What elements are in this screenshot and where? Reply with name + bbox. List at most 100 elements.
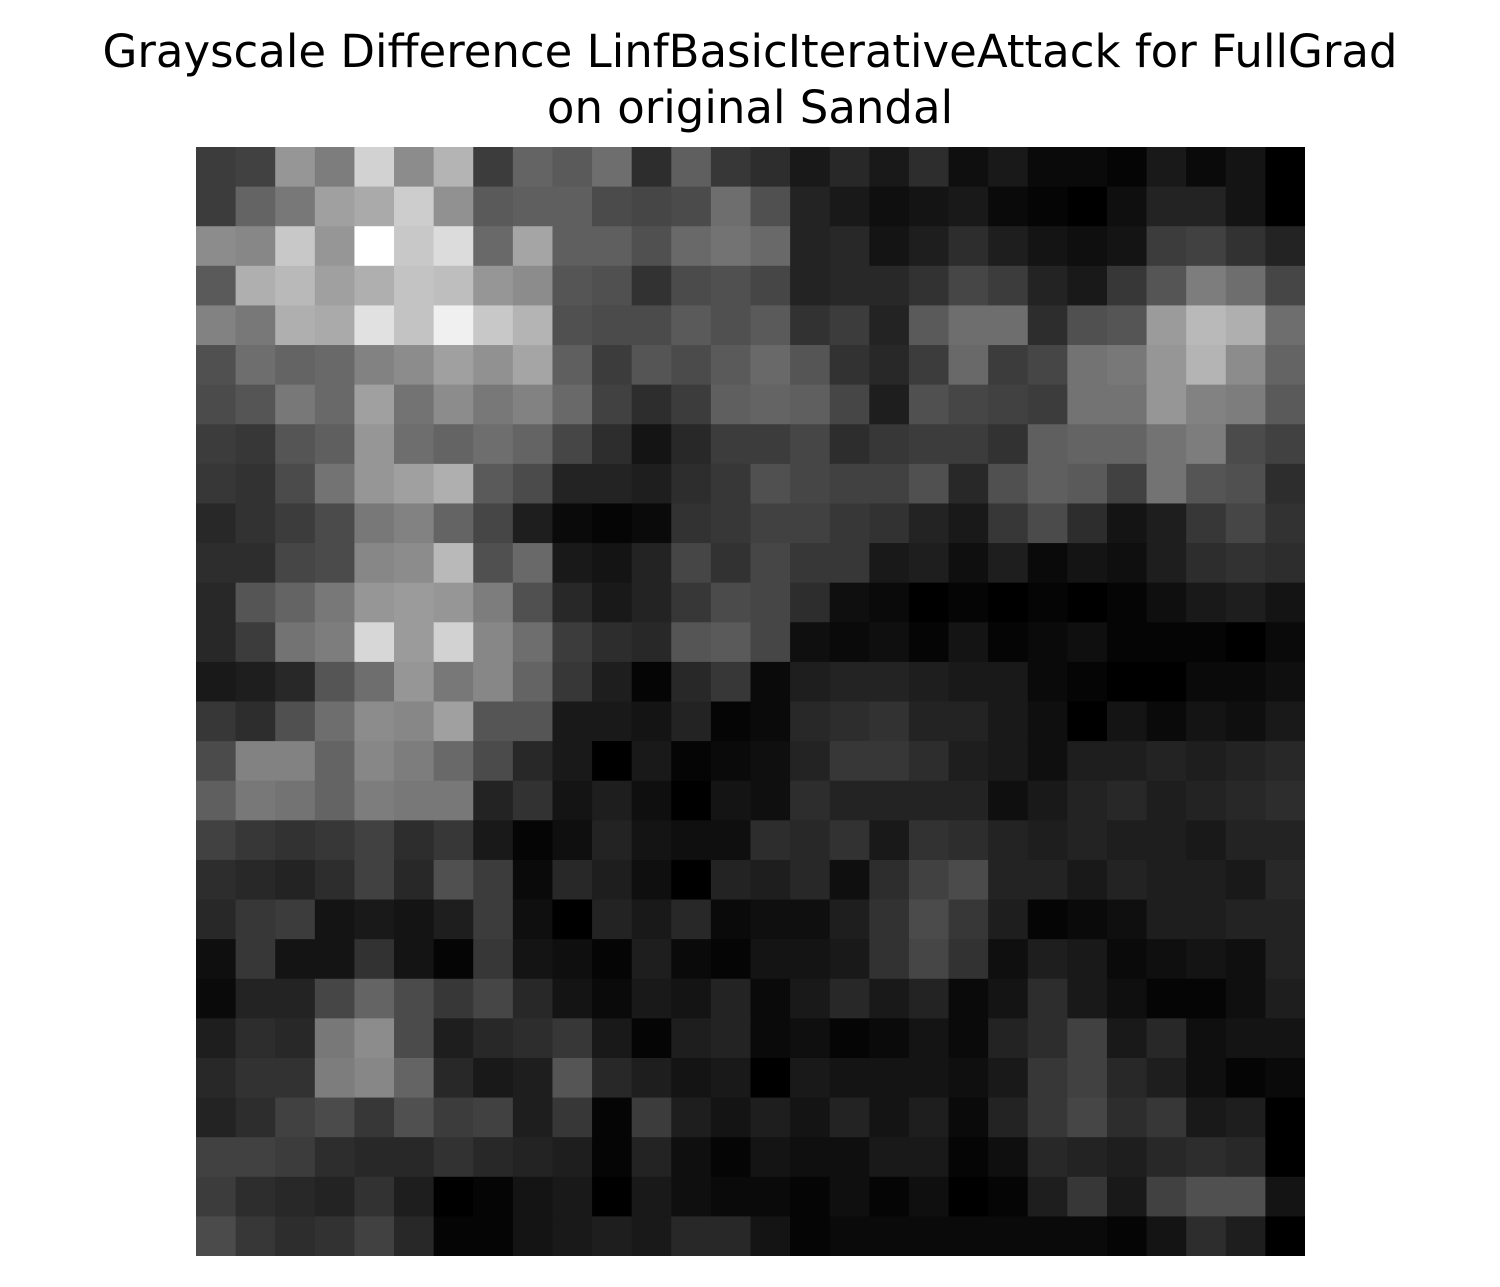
heatmap-cell	[1225, 1057, 1266, 1099]
heatmap-cell	[1146, 859, 1187, 901]
heatmap-cell	[1146, 899, 1187, 940]
heatmap-cell	[948, 859, 989, 901]
heatmap-cell	[552, 147, 593, 188]
heatmap-cell	[314, 1097, 356, 1138]
heatmap-cell	[1265, 820, 1305, 861]
heatmap-cell	[235, 1057, 276, 1099]
heatmap-cell	[196, 859, 237, 901]
heatmap-cell	[1225, 1097, 1266, 1138]
heatmap-cell	[433, 622, 474, 663]
heatmap-cell	[394, 1216, 435, 1256]
heatmap-cell	[433, 978, 474, 1019]
heatmap-cell	[235, 384, 276, 425]
heatmap-cell	[473, 543, 514, 584]
heatmap-cell	[592, 1216, 633, 1256]
heatmap-cell	[552, 780, 593, 821]
heatmap-cell	[275, 1137, 316, 1178]
heatmap-cell	[1027, 424, 1068, 465]
heatmap-cell	[1067, 899, 1108, 940]
heatmap-cell	[235, 661, 276, 703]
heatmap-cell	[354, 1216, 395, 1256]
heatmap-cell	[1106, 463, 1148, 505]
heatmap-cell	[512, 463, 554, 505]
heatmap-cell	[790, 463, 831, 505]
heatmap-cell	[631, 1057, 672, 1099]
heatmap-cell	[473, 741, 514, 782]
heatmap-cell	[1265, 503, 1305, 544]
heatmap-cell	[829, 859, 870, 901]
heatmap-cell	[908, 661, 950, 703]
heatmap-cell	[394, 186, 435, 227]
heatmap-cell	[552, 899, 593, 940]
heatmap-cell	[314, 582, 356, 623]
heatmap-cell	[433, 226, 474, 267]
heatmap-cell	[1106, 543, 1148, 584]
heatmap-cell	[1265, 1176, 1305, 1217]
heatmap-cell	[433, 463, 474, 505]
heatmap-cell	[829, 543, 870, 584]
heatmap-cell	[1106, 1018, 1148, 1059]
heatmap-cell	[988, 345, 1029, 386]
heatmap-cell	[710, 463, 752, 505]
heatmap-cell	[671, 186, 712, 227]
heatmap-cell	[275, 226, 316, 267]
heatmap-cell	[592, 741, 633, 782]
heatmap-cell	[1027, 899, 1068, 940]
heatmap-cell	[1146, 543, 1187, 584]
heatmap-cell	[1225, 226, 1266, 267]
heatmap-cell	[750, 1137, 791, 1178]
heatmap-cell	[750, 384, 791, 425]
heatmap-cell	[433, 1176, 474, 1217]
heatmap-cell	[790, 939, 831, 980]
heatmap-cell	[710, 384, 752, 425]
heatmap-cell	[196, 1057, 237, 1099]
heatmap-cell	[1186, 384, 1227, 425]
heatmap-cell	[671, 899, 712, 940]
heatmap-cell	[631, 147, 672, 188]
heatmap-cell	[1225, 899, 1266, 940]
heatmap-cell	[1225, 1216, 1266, 1256]
heatmap-cell	[948, 820, 989, 861]
heatmap-cell	[314, 780, 356, 821]
heatmap-cell	[512, 424, 554, 465]
heatmap-cell	[394, 305, 435, 346]
heatmap-cell	[275, 1176, 316, 1217]
heatmap-cell	[988, 859, 1029, 901]
heatmap-cell	[988, 186, 1029, 227]
heatmap-cell	[1027, 1057, 1068, 1099]
heatmap-cell	[1027, 1176, 1068, 1217]
heatmap-cell	[512, 1057, 554, 1099]
heatmap-cell	[750, 147, 791, 188]
heatmap-cell	[1027, 1097, 1068, 1138]
heatmap-cell	[552, 543, 593, 584]
heatmap-cell	[1067, 1137, 1108, 1178]
heatmap-cell	[196, 345, 237, 386]
heatmap-cell	[790, 265, 831, 307]
heatmap-cell	[433, 543, 474, 584]
heatmap-cell	[433, 661, 474, 703]
heatmap-cell	[1106, 186, 1148, 227]
heatmap-cell	[552, 1097, 593, 1138]
heatmap-cell	[1225, 265, 1266, 307]
heatmap-cell	[710, 661, 752, 703]
heatmap-cell	[1225, 345, 1266, 386]
heatmap-cell	[1146, 978, 1187, 1019]
heatmap-cell	[1067, 1018, 1108, 1059]
heatmap-cell	[314, 384, 356, 425]
heatmap-cell	[235, 859, 276, 901]
heatmap-cell	[750, 543, 791, 584]
heatmap-cell	[1146, 265, 1187, 307]
heatmap-cell	[750, 186, 791, 227]
heatmap-cell	[512, 305, 554, 346]
heatmap-cell	[314, 147, 356, 188]
heatmap-cell	[1146, 1018, 1187, 1059]
heatmap-cell	[354, 1018, 395, 1059]
heatmap-cell	[1146, 701, 1187, 742]
heatmap-cell	[196, 265, 237, 307]
heatmap-cell	[671, 1216, 712, 1256]
heatmap-cell	[1027, 582, 1068, 623]
heatmap-cell	[1186, 186, 1227, 227]
heatmap-cell	[710, 701, 752, 742]
heatmap-cell	[196, 939, 237, 980]
heatmap-cell	[354, 939, 395, 980]
